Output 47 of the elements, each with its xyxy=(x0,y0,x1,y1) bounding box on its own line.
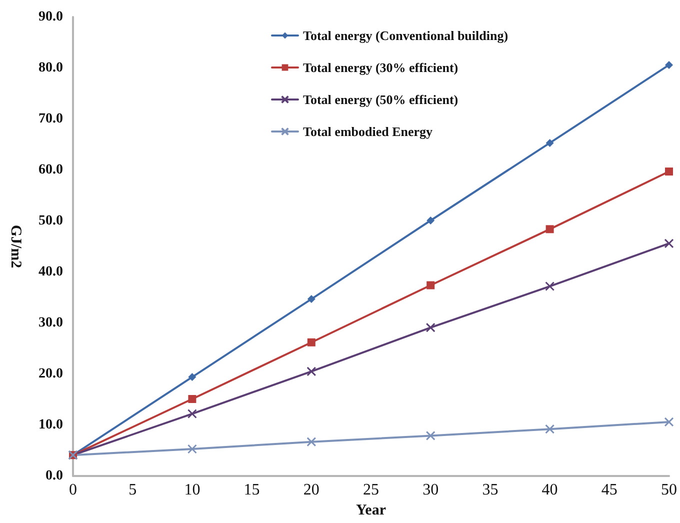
y-tick-label: 80.0 xyxy=(38,60,63,76)
point xyxy=(546,225,554,234)
legend-label: Total energy (50% efficient) xyxy=(303,92,458,107)
point xyxy=(664,417,674,427)
point xyxy=(187,444,197,454)
legend-label: Total energy (Conventional building) xyxy=(303,28,508,43)
point xyxy=(187,409,197,419)
point xyxy=(426,216,435,224)
point xyxy=(426,322,436,332)
y-tick-label: 90.0 xyxy=(38,10,63,24)
y-tick-label: 10.0 xyxy=(38,418,63,432)
legend-label: Total energy (30% efficient) xyxy=(303,60,458,75)
x-tick-label: 15 xyxy=(244,482,260,498)
point xyxy=(665,60,673,69)
y-tick-label: 40.0 xyxy=(38,264,63,280)
point xyxy=(188,394,196,403)
x-tick-label: 45 xyxy=(601,482,618,498)
x-tick-label: 50 xyxy=(661,482,677,498)
y-tick-label: 50.0 xyxy=(38,214,63,228)
x-tick-label: 25 xyxy=(363,482,379,498)
y-tick-label: 60.0 xyxy=(38,162,63,178)
point xyxy=(545,424,555,434)
point xyxy=(426,430,436,440)
point xyxy=(665,168,673,176)
x-tick-label: 5 xyxy=(128,482,137,498)
point xyxy=(307,338,316,346)
x-tick-label: 20 xyxy=(303,482,320,498)
y-tick-label: 20.0 xyxy=(38,366,63,382)
point xyxy=(664,238,674,248)
y-tick-label: 70.0 xyxy=(38,112,63,126)
point xyxy=(306,366,316,376)
y-tick-label: 30.0 xyxy=(38,316,63,330)
point xyxy=(307,295,316,304)
point xyxy=(426,281,435,290)
x-tick-label: 0 xyxy=(69,482,77,498)
y-tick-label: 0.0 xyxy=(46,468,63,484)
point xyxy=(545,282,555,292)
point xyxy=(306,437,316,447)
x-tick-label: 40 xyxy=(542,482,558,498)
point xyxy=(188,373,196,382)
x-tick-label: 10 xyxy=(184,482,200,498)
x-tick-label: 30 xyxy=(422,482,439,498)
y-axis-title: GJ/m2 xyxy=(8,224,24,268)
x-tick-label: 35 xyxy=(482,482,498,498)
point xyxy=(546,138,554,147)
legend-label: Total embodied Energy xyxy=(303,124,434,139)
x-axis-title: Year xyxy=(356,502,386,518)
